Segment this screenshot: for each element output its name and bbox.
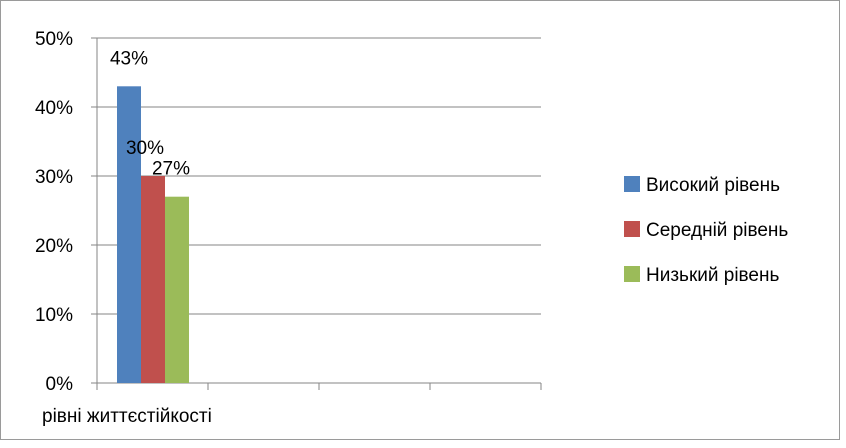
y-tick-label: 40% <box>35 98 73 119</box>
legend-swatch <box>624 176 640 192</box>
bar <box>117 86 141 384</box>
y-tick-label: 20% <box>35 236 73 257</box>
legend-swatch <box>624 266 640 282</box>
legend-label: Середній рівень <box>646 220 788 241</box>
data-label: 43% <box>110 48 148 69</box>
y-tick-label: 0% <box>46 374 74 395</box>
legend-label: Низький рівень <box>646 265 779 286</box>
y-tick-label: 10% <box>35 305 73 326</box>
legend-label: Високий рівень <box>646 175 780 196</box>
data-label: 30% <box>126 138 164 159</box>
legend-swatch <box>624 221 640 237</box>
y-tick-label: 30% <box>35 167 73 188</box>
bars <box>117 86 189 384</box>
y-tick-label: 50% <box>35 29 73 50</box>
bar <box>141 176 165 383</box>
bar <box>165 196 189 383</box>
x-axis-category-labels: рівні життєстійкості <box>42 406 212 427</box>
x-category-label: рівні життєстійкості <box>42 406 212 427</box>
data-labels: 43% 30%27% <box>110 48 190 179</box>
y-axis-tick-labels: 0% 10% 20% 30% 40% 50% <box>35 29 73 395</box>
legend: Високий рівень Середній рівень Низький рів… <box>624 175 788 286</box>
data-label: 27% <box>152 159 190 180</box>
